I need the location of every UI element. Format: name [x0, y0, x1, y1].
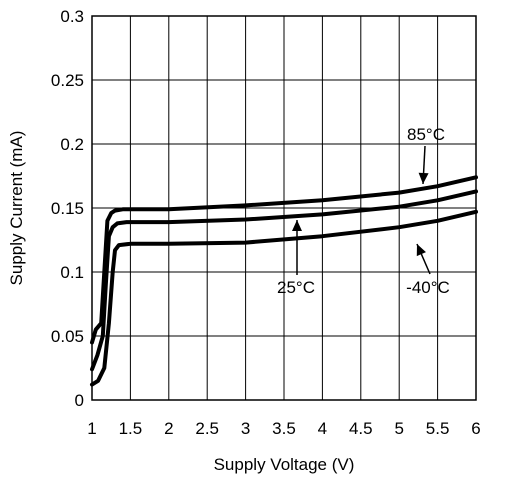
x-tick-label: 2 — [164, 419, 173, 438]
x-tick-label: 1.5 — [119, 419, 143, 438]
y-tick-label: 0.2 — [60, 135, 84, 154]
x-tick-label: 4.5 — [349, 419, 373, 438]
annotation-arrowhead — [418, 172, 429, 184]
plot-frame — [91, 15, 477, 401]
annotation-label: 25°C — [277, 278, 315, 297]
y-tick-label: 0.1 — [60, 263, 84, 282]
annotation-label: -40°C — [406, 278, 450, 297]
y-tick-label: 0 — [75, 391, 84, 410]
annotation-arrowhead — [416, 244, 426, 257]
y-tick-label: 0.25 — [51, 71, 84, 90]
x-tick-label: 3 — [241, 419, 250, 438]
x-tick-label: 2.5 — [195, 419, 219, 438]
series-lines — [90, 175, 478, 387]
y-tick-label: 0.3 — [60, 7, 84, 26]
y-tick-labels: 0 0.05 0.1 0.15 0.2 0.25 0.3 — [51, 7, 84, 410]
x-tick-labels: 1 1.5 2 2.5 3 3.5 4 4.5 5 5.5 6 — [87, 419, 480, 438]
x-tick-label: 3.5 — [272, 419, 296, 438]
series-line — [90, 189, 478, 372]
x-tick-label: 4 — [318, 419, 327, 438]
series-line — [90, 209, 478, 387]
x-tick-label: 1 — [87, 419, 96, 438]
y-tick-label: 0.05 — [51, 327, 84, 346]
x-tick-label: 5 — [394, 419, 403, 438]
y-axis-title: Supply Current (mA) — [7, 131, 26, 286]
annotation-label: 85°C — [407, 125, 445, 144]
x-tick-label: 5.5 — [426, 419, 450, 438]
x-axis-title: Supply Voltage (V) — [214, 455, 355, 474]
series-line — [90, 175, 478, 345]
x-tick-label: 6 — [471, 419, 480, 438]
y-tick-label: 0.15 — [51, 199, 84, 218]
annotations: 85°C 25°C -40°C — [277, 125, 450, 297]
annotation-arrowhead — [292, 220, 302, 231]
